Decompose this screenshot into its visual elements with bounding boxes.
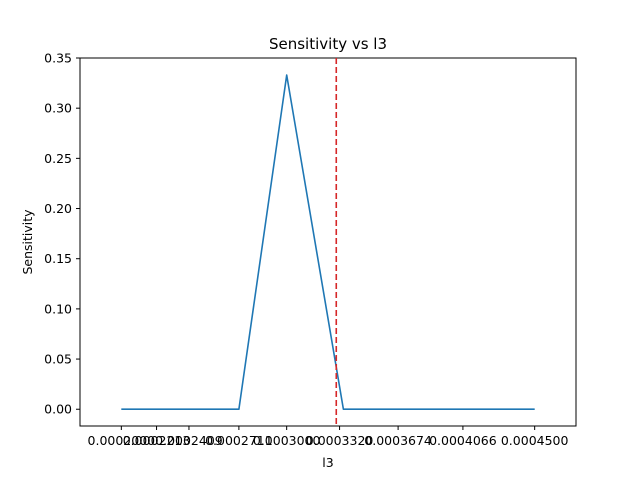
plot-frame [79, 57, 577, 427]
x-tick-label: 0.0003000 [253, 433, 321, 448]
x-tick-label: 0.0002000 [88, 433, 156, 448]
plot-area [79, 57, 577, 427]
x-tick-label: 0.0002409 [155, 433, 223, 448]
series-group [121, 58, 535, 426]
x-axis-label: l3 [322, 455, 333, 470]
x-tick-label: 0.0003320 [306, 433, 374, 448]
y-tick-label: 0.30 [44, 101, 72, 116]
x-tick-label: 0.0003674 [364, 433, 432, 448]
y-tick-label: 0.25 [44, 151, 72, 166]
y-axis-ticks: 0.00 0.05 0.10 0.15 0.20 0.25 0.30 0.35 [44, 51, 80, 417]
chart-title: Sensitivity vs l3 [269, 35, 387, 53]
y-tick-label: 0.20 [44, 201, 72, 216]
x-tick-label: 0.0004500 [501, 433, 569, 448]
y-tick-label: 0.15 [44, 251, 72, 266]
series-line [121, 74, 535, 411]
x-axis-ticks: 0.00020000.00022130.00024090.00027110.00… [88, 426, 569, 448]
x-tick-label: 0.0004066 [429, 433, 497, 448]
y-tick-label: 0.35 [44, 51, 72, 66]
x-tick-label: 0.0002711 [205, 433, 273, 448]
x-tick-label: 0.0002213 [123, 433, 191, 448]
y-tick-label: 0.00 [44, 402, 72, 417]
y-axis-label: Sensitivity [20, 209, 35, 275]
y-tick-label: 0.05 [44, 352, 72, 367]
y-tick-label: 0.10 [44, 301, 72, 316]
